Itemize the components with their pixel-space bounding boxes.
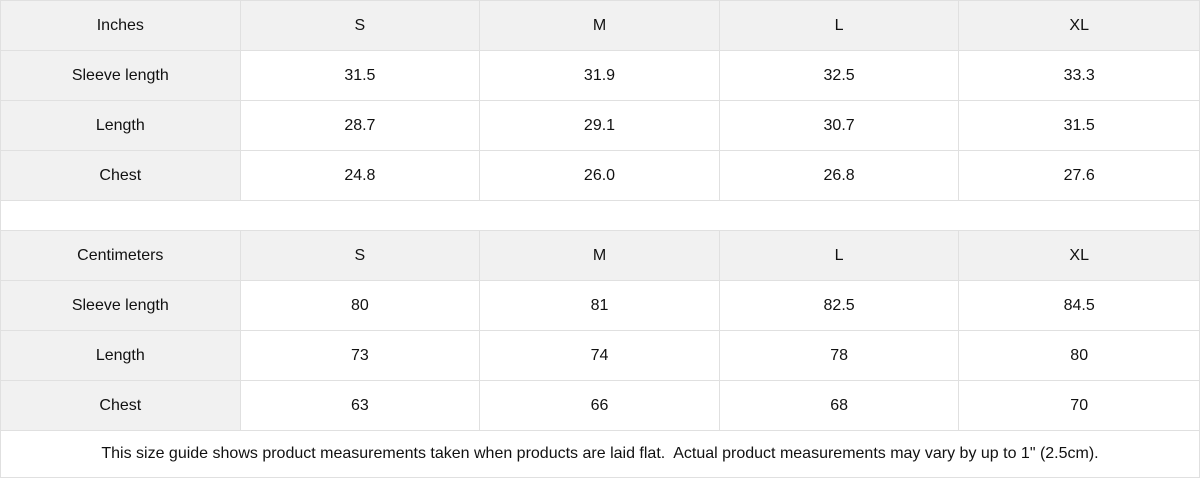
value-cell: 70 bbox=[959, 381, 1199, 431]
unit-header-cell: Centimeters bbox=[1, 231, 241, 281]
footer-note: This size guide shows product measuremen… bbox=[1, 431, 1199, 477]
value-cell: 80 bbox=[240, 281, 481, 331]
value-cell: 31.5 bbox=[240, 51, 481, 101]
row-label-cell: Chest bbox=[1, 151, 241, 201]
size-header-cell: XL bbox=[959, 1, 1199, 51]
row-label-cell: Sleeve length bbox=[1, 281, 241, 331]
value-cell: 31.9 bbox=[480, 51, 720, 101]
unit-header-cell: Inches bbox=[1, 1, 241, 51]
value-cell: 82.5 bbox=[719, 281, 960, 331]
row-label-cell: Length bbox=[1, 101, 241, 151]
size-header-cell: M bbox=[480, 1, 720, 51]
size-header-cell: S bbox=[240, 1, 481, 51]
size-header-cell: L bbox=[719, 231, 960, 281]
value-cell: 32.5 bbox=[719, 51, 960, 101]
value-cell: 68 bbox=[719, 381, 960, 431]
value-cell: 27.6 bbox=[959, 151, 1199, 201]
size-header-cell: M bbox=[480, 231, 720, 281]
row-label-cell: Length bbox=[1, 331, 241, 381]
value-cell: 66 bbox=[480, 381, 720, 431]
centimeters-table: Centimeters S M L XL Sleeve length 80 81 82.5 84.… bbox=[1, 231, 1199, 431]
row-label-cell: Chest bbox=[1, 381, 241, 431]
inches-table: Inches S M L XL Sleeve length 31.5 31.9 32.5 33.3… bbox=[1, 1, 1199, 201]
value-cell: 73 bbox=[240, 331, 481, 381]
value-cell: 24.8 bbox=[240, 151, 481, 201]
value-cell: 28.7 bbox=[240, 101, 481, 151]
value-cell: 31.5 bbox=[959, 101, 1199, 151]
value-cell: 80 bbox=[959, 331, 1199, 381]
value-cell: 26.8 bbox=[719, 151, 960, 201]
row-label-cell: Sleeve length bbox=[1, 51, 241, 101]
value-cell: 29.1 bbox=[480, 101, 720, 151]
size-header-cell: L bbox=[719, 1, 960, 51]
value-cell: 84.5 bbox=[959, 281, 1199, 331]
value-cell: 81 bbox=[480, 281, 720, 331]
value-cell: 74 bbox=[480, 331, 720, 381]
table-spacer bbox=[1, 201, 1199, 231]
value-cell: 30.7 bbox=[719, 101, 960, 151]
value-cell: 33.3 bbox=[959, 51, 1199, 101]
size-header-cell: S bbox=[240, 231, 481, 281]
value-cell: 63 bbox=[240, 381, 481, 431]
value-cell: 26.0 bbox=[480, 151, 720, 201]
value-cell: 78 bbox=[719, 331, 960, 381]
size-header-cell: XL bbox=[959, 231, 1199, 281]
